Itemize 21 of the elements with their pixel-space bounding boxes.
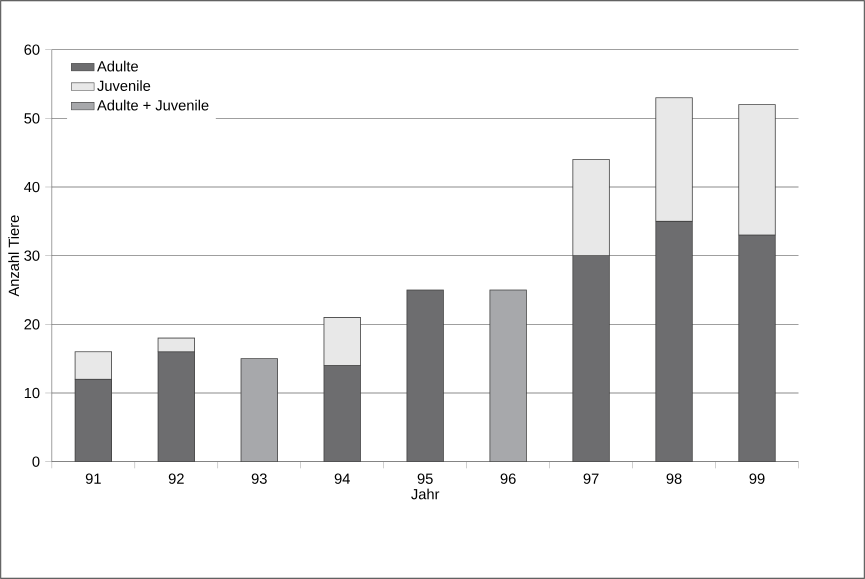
y-tick-label: 20 [24,319,40,330]
x-tick-label: 93 [252,473,267,484]
x-axis-title: Jahr [411,488,440,500]
legend-label: Adulte + Juvenile [97,100,208,110]
y-tick-label: 40 [24,182,40,192]
y-tick-label: 50 [24,113,40,124]
x-tick-label: 96 [500,473,516,484]
y-tick-label: 60 [24,44,40,55]
y-tick-label: 10 [24,388,40,398]
x-tick-label: 97 [584,473,599,484]
legend-label: Adulte [97,60,138,72]
x-tick-label: 91 [86,473,101,484]
y-axis-title: Anzahl Tiere [8,215,20,297]
x-tick-label: 94 [334,473,350,484]
y-tick-label: 30 [24,250,40,261]
x-tick-label: 98 [666,473,682,484]
x-tick-label: 92 [168,473,184,484]
legend-label: Juvenile [97,80,150,91]
x-tick-label: 99 [750,473,764,484]
x-tick-label: 95 [418,473,433,484]
y-tick-label: 0 [32,456,40,467]
